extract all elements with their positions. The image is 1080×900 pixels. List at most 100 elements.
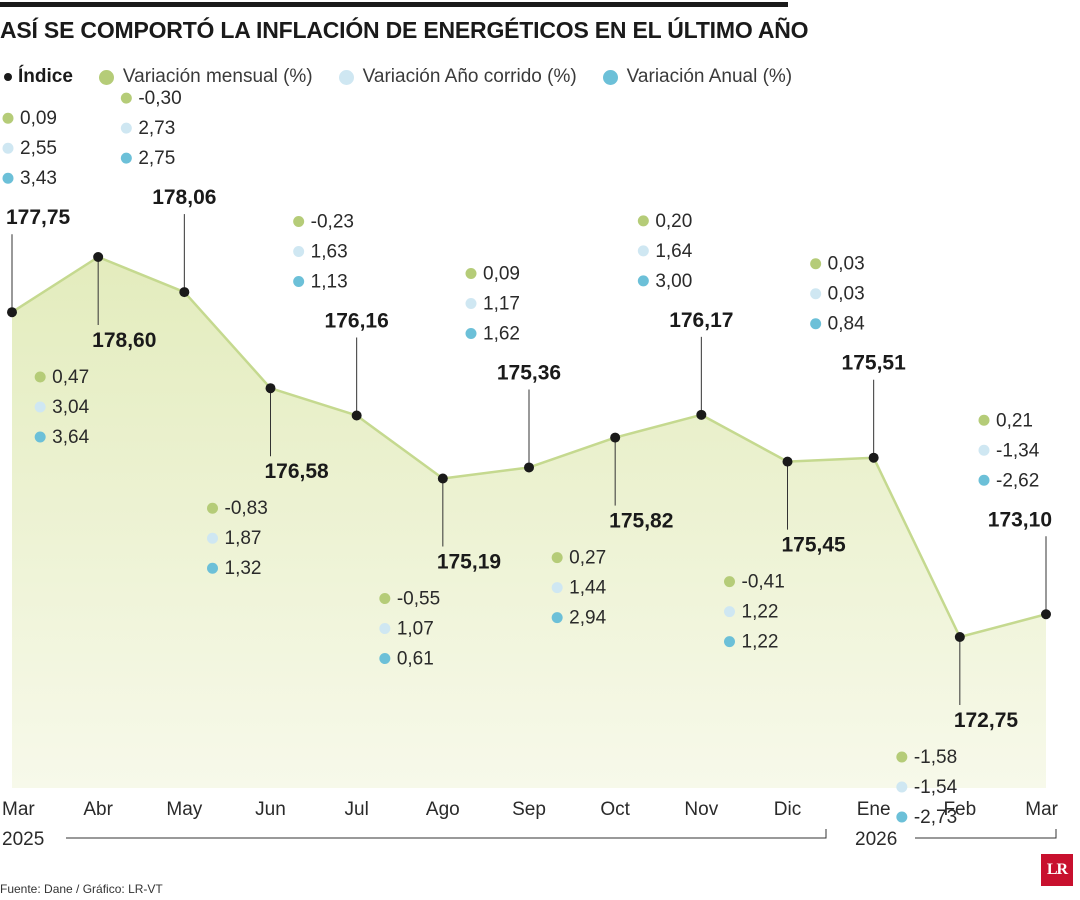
legend-swatch-indice — [4, 73, 12, 81]
legend-item-anual: Variación Anual (%) — [602, 66, 793, 88]
legend-label-anual: Variación Anual (%) — [626, 66, 793, 87]
legend-dot-ano-corrido — [207, 532, 218, 544]
index-value-label: 178,06 — [152, 186, 216, 209]
value-label-ano-corrido: -1,54 — [914, 777, 958, 798]
legend-item-mensual: Variación mensual (%) — [98, 66, 313, 88]
legend-dot-anual — [551, 612, 563, 624]
legend-dot-anual — [637, 275, 649, 287]
value-label-anual: 1,22 — [742, 632, 779, 653]
index-point — [351, 410, 362, 421]
value-label-anual: 3,64 — [52, 427, 89, 448]
index-point — [1041, 609, 1051, 620]
index-point — [179, 287, 190, 298]
value-label-anual: -2,73 — [914, 807, 957, 828]
value-label-anual: 3,00 — [655, 271, 692, 292]
legend-dot-anual — [465, 327, 477, 339]
value-label-anual: 1,62 — [483, 323, 520, 344]
legend-dot-ano-corrido — [120, 122, 132, 134]
value-label-anual: 3,43 — [20, 168, 57, 189]
value-label-mensual: -0,83 — [225, 498, 268, 519]
index-value-label: 176,17 — [669, 309, 733, 332]
legend-dot-mensual — [379, 593, 391, 605]
index-value-label: 175,82 — [609, 510, 673, 533]
source-note: Fuente: Dane / Gráfico: LR-VT — [0, 882, 163, 896]
legend-dot-ano-corrido — [724, 606, 735, 618]
value-label-ano-corrido: 0,03 — [828, 284, 865, 305]
value-label-mensual: 0,21 — [996, 410, 1033, 431]
x-tick-label: Ago — [426, 799, 460, 820]
index-point — [696, 409, 707, 420]
value-label-mensual: -0,30 — [138, 88, 181, 109]
x-tick-label: Ene — [857, 799, 891, 820]
legend-dot-mensual — [34, 371, 46, 383]
legend-dot-anual — [724, 636, 735, 648]
legend-dot-ano-corrido — [978, 444, 990, 456]
value-label-mensual: 0,03 — [828, 254, 865, 275]
legend-dot-anual — [207, 562, 218, 574]
legend-swatch-ano-corrido — [338, 69, 354, 85]
index-point — [93, 252, 104, 262]
value-label-mensual: -0,55 — [397, 589, 440, 610]
legend-dot-anual — [293, 275, 305, 287]
legend-dot-ano-corrido — [379, 623, 391, 635]
index-value-label: 176,16 — [325, 309, 389, 332]
lr-logo: LR — [1041, 854, 1073, 886]
legend-dot-mensual — [2, 112, 14, 124]
legend-dot-ano-corrido — [896, 781, 908, 793]
x-tick-label: Mar — [1025, 799, 1058, 820]
x-tick-label: May — [166, 799, 202, 820]
x-tick-label: Jun — [255, 799, 286, 820]
index-point — [265, 383, 276, 394]
legend-dot-anual — [2, 172, 14, 184]
index-point — [782, 456, 793, 467]
legend-dot-ano-corrido — [810, 288, 822, 300]
value-label-ano-corrido: 2,55 — [20, 138, 57, 159]
legend-dot-mensual — [896, 751, 908, 763]
legend: Índice Variación mensual (%) Variación A… — [4, 64, 818, 90]
legend-dot-mensual — [637, 215, 649, 227]
index-value-label: 175,36 — [497, 361, 561, 384]
value-label-anual: 0,84 — [828, 314, 865, 335]
legend-dot-anual — [379, 653, 391, 665]
value-label-mensual: 0,47 — [52, 367, 89, 388]
value-label-mensual: 0,27 — [569, 548, 606, 569]
index-point — [610, 432, 621, 443]
legend-dot-ano-corrido — [2, 142, 14, 154]
year-label-2026: 2026 — [855, 829, 897, 850]
legend-label-mensual: Variación mensual (%) — [122, 66, 313, 87]
value-label-anual: -2,62 — [996, 470, 1039, 491]
legend-dot-mensual — [551, 552, 563, 564]
legend-dot-ano-corrido — [34, 401, 46, 413]
x-tick-label: Nov — [684, 799, 718, 820]
x-tick-label: Dic — [774, 799, 801, 820]
year-bracket-2025 — [66, 829, 827, 839]
value-label-ano-corrido: 3,04 — [52, 397, 89, 418]
index-point — [524, 462, 534, 473]
value-label-ano-corrido: 1,44 — [569, 578, 606, 599]
value-label-mensual: 0,09 — [483, 263, 520, 284]
x-tick-label: Jul — [345, 799, 369, 820]
value-label-ano-corrido: 1,87 — [225, 528, 262, 549]
value-label-ano-corrido: 1,17 — [483, 293, 520, 314]
x-tick-label: Oct — [600, 799, 630, 820]
value-label-mensual: -1,58 — [914, 747, 957, 768]
legend-label-ano-corrido: Variación Año corrido (%) — [362, 66, 577, 87]
x-tick-label: Mar — [2, 799, 35, 820]
legend-label-indice: Índice — [18, 66, 73, 87]
legend-dot-ano-corrido — [465, 297, 477, 309]
legend-dot-anual — [120, 152, 132, 164]
title-rule — [0, 2, 788, 7]
legend-dot-mensual — [120, 92, 132, 104]
legend-dot-ano-corrido — [551, 582, 563, 594]
legend-dot-mensual — [207, 502, 218, 514]
chart-title: ASÍ SE COMPORTÓ LA INFLACIÓN DE ENERGÉTI… — [0, 17, 809, 43]
value-label-ano-corrido: 1,22 — [742, 602, 779, 623]
x-tick-label: Abr — [83, 799, 113, 820]
index-value-label: 177,75 — [6, 206, 71, 229]
index-value-label: 175,51 — [842, 352, 907, 375]
legend-dot-mensual — [293, 215, 305, 227]
value-label-ano-corrido: -1,34 — [996, 440, 1040, 461]
legend-dot-mensual — [724, 576, 735, 588]
value-label-mensual: -0,41 — [742, 572, 785, 593]
